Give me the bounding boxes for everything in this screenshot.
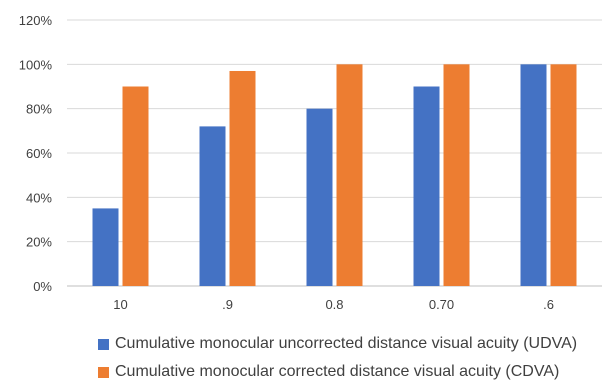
y-tick-label: 60%: [26, 146, 52, 161]
x-tick-label: 0.70: [429, 297, 454, 312]
legend-label-cdva: Cumulative monocular corrected distance …: [115, 363, 560, 380]
legend-swatch-udva: [98, 338, 109, 350]
bars: [92, 64, 577, 287]
y-tick-label: 80%: [26, 102, 52, 117]
x-tick-label: 10: [113, 297, 127, 312]
legend-label-udva: Cumulative monocular uncorrected distanc…: [115, 335, 578, 352]
bar-udva: [199, 126, 226, 287]
x-tick-label: .9: [222, 297, 233, 312]
bar-udva: [92, 208, 119, 286]
bar-cdva: [550, 64, 577, 286]
legend-item-udva: Cumulative monocular uncorrected distanc…: [98, 333, 613, 355]
x-tick-label: 0.8: [325, 297, 343, 312]
y-tick-label: 100%: [19, 57, 53, 72]
legend-item-cdva: Cumulative monocular corrected distance …: [98, 361, 613, 383]
bar-cdva: [443, 64, 470, 286]
legend: Cumulative monocular uncorrected distanc…: [98, 333, 613, 389]
bar-chart: 0% 20% 40% 60% 80% 100% 120% 10 .9 0.8 0.70 .6: [19, 13, 602, 312]
bar-udva: [306, 108, 333, 287]
y-axis-tick-labels: 0% 20% 40% 60% 80% 100% 120%: [19, 13, 53, 294]
y-tick-label: 120%: [19, 13, 53, 28]
y-tick-label: 0%: [33, 279, 52, 294]
bar-cdva: [336, 64, 363, 286]
bar-udva: [520, 64, 547, 286]
y-tick-label: 40%: [26, 190, 52, 205]
x-tick-label: .6: [543, 297, 554, 312]
x-axis-tick-labels: 10 .9 0.8 0.70 .6: [113, 297, 554, 312]
bar-cdva: [229, 70, 256, 286]
bar-udva: [413, 86, 440, 286]
legend-swatch-cdva: [98, 366, 109, 378]
gridlines: [67, 19, 602, 287]
bar-cdva: [122, 86, 149, 286]
y-tick-label: 20%: [26, 235, 52, 250]
